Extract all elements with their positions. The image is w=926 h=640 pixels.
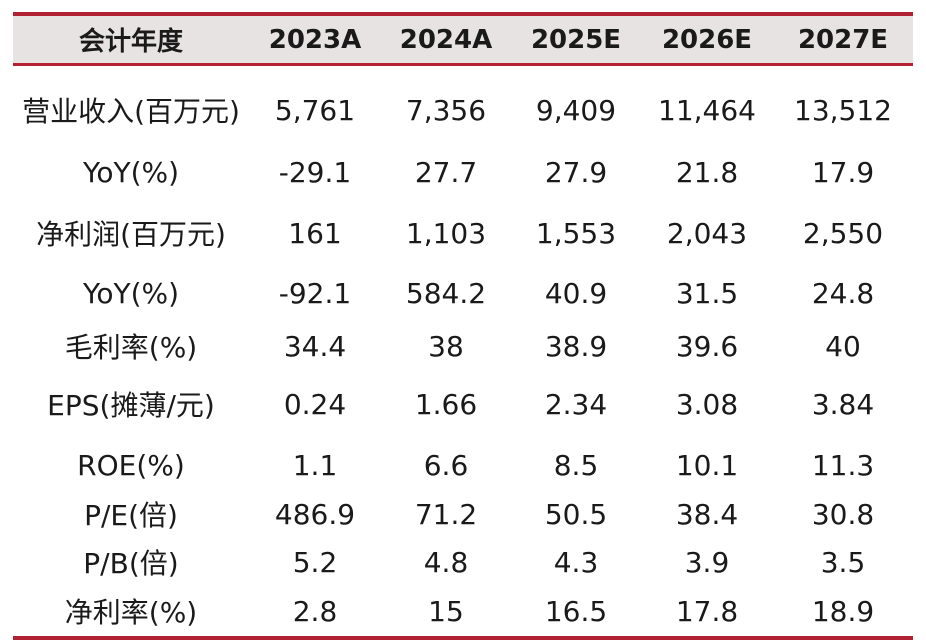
table-cell: 17.9 <box>811 155 875 189</box>
table-row: YoY(%) -92.1 584.2 40.9 31.5 24.8 <box>13 262 913 324</box>
table-row: ROE(%) 1.1 6.6 8.5 10.1 11.3 <box>13 440 913 490</box>
header-cell: 2027E <box>797 24 889 55</box>
header-cell: 2023A <box>268 24 362 55</box>
table-cell: 18.9 <box>811 594 875 628</box>
table-cell: 27.7 <box>414 155 478 189</box>
row-label: 净利润(百万元) <box>36 218 226 251</box>
header-cell: 2024A <box>399 24 493 55</box>
table-cell: 1.1 <box>292 448 338 482</box>
table-cell: 4.8 <box>423 545 469 579</box>
header-cell: 会计年度 <box>78 27 183 57</box>
table-cell: 11.3 <box>811 448 875 482</box>
table-cell: 1,553 <box>535 216 617 250</box>
table-cell: 8.5 <box>553 448 599 482</box>
table-cell: 27.9 <box>544 155 608 189</box>
table-cell: 1,103 <box>405 216 487 250</box>
table-cell: 38.9 <box>544 329 608 363</box>
row-label: EPS(摊薄/元) <box>47 389 215 422</box>
row-label: 净利率(%) <box>64 596 198 629</box>
table-cell: 38 <box>428 329 464 363</box>
table-header-row: 会计年度 2023A 2024A 2025E 2026E 2027E <box>13 16 913 63</box>
table-cell: 2,550 <box>802 216 884 250</box>
table-cell: 2.34 <box>544 387 608 421</box>
row-label: YoY(%) <box>82 276 180 310</box>
table-cell: 5.2 <box>292 545 338 579</box>
table-row: YoY(%) -29.1 27.7 27.9 21.8 17.9 <box>13 140 913 204</box>
table-cell: -92.1 <box>278 276 352 310</box>
table-cell: 30.8 <box>811 497 875 531</box>
table-cell: 7,356 <box>405 93 487 127</box>
table-cell: 9,409 <box>535 93 617 127</box>
row-label: ROE(%) <box>77 448 185 482</box>
table-cell: 2,043 <box>666 216 748 250</box>
bottom-rule <box>13 636 913 640</box>
table-cell: 40.9 <box>544 276 608 310</box>
row-label: 营业收入(百万元) <box>22 95 240 128</box>
table-row: P/B(倍) 5.2 4.8 4.3 3.9 3.5 <box>13 538 913 586</box>
table-cell: 16.5 <box>544 594 608 628</box>
table-cell: 13,512 <box>794 93 892 127</box>
table-cell: 39.6 <box>675 329 739 363</box>
table-cell: 3.5 <box>820 545 866 579</box>
table-row: P/E(倍) 486.9 71.2 50.5 38.4 30.8 <box>13 490 913 538</box>
row-label: P/B(倍) <box>83 547 179 580</box>
table-row: EPS(摊薄/元) 0.24 1.66 2.34 3.08 3.84 <box>13 368 913 440</box>
table-cell: 3.08 <box>675 387 739 421</box>
table-row: 营业收入(百万元) 5,761 7,356 9,409 11,464 13,51… <box>13 80 913 140</box>
table-cell: -29.1 <box>278 155 352 189</box>
table-cell: 31.5 <box>675 276 739 310</box>
table-cell: 38.4 <box>675 497 739 531</box>
table-cell: 40 <box>825 329 861 363</box>
row-label: P/E(倍) <box>84 499 178 532</box>
table-cell: 71.2 <box>414 497 478 531</box>
table-cell: 6.6 <box>423 448 469 482</box>
table-cell: 17.8 <box>675 594 739 628</box>
row-label: 毛利率(%) <box>64 331 198 364</box>
table-cell: 11,464 <box>658 93 756 127</box>
table-cell: 10.1 <box>675 448 739 482</box>
table-cell: 5,761 <box>274 93 356 127</box>
table-row: 毛利率(%) 34.4 38 38.9 39.6 40 <box>13 324 913 368</box>
table-cell: 3.9 <box>684 545 730 579</box>
table-cell: 4.3 <box>553 545 599 579</box>
table-cell: 584.2 <box>405 276 487 310</box>
table-row: 净利率(%) 2.8 15 16.5 17.8 18.9 <box>13 586 913 636</box>
header-cell: 2025E <box>530 24 622 55</box>
table-cell: 21.8 <box>675 155 739 189</box>
table-cell: 486.9 <box>274 497 356 531</box>
table-cell: 0.24 <box>283 387 347 421</box>
table-cell: 161 <box>288 216 342 250</box>
table-cell: 1.66 <box>414 387 478 421</box>
header-cell: 2026E <box>661 24 753 55</box>
table-cell: 34.4 <box>283 329 347 363</box>
table-cell: 50.5 <box>544 497 608 531</box>
header-rule <box>13 63 913 66</box>
table-cell: 15 <box>428 594 464 628</box>
row-label: YoY(%) <box>82 155 180 189</box>
financial-forecast-table: 会计年度 2023A 2024A 2025E 2026E 2027E 营业收入(… <box>13 12 913 640</box>
table-cell: 2.8 <box>292 594 338 628</box>
table-cell: 3.84 <box>811 387 875 421</box>
table-cell: 24.8 <box>811 276 875 310</box>
table-row: 净利润(百万元) 161 1,103 1,553 2,043 2,550 <box>13 204 913 262</box>
top-rule <box>13 12 913 16</box>
